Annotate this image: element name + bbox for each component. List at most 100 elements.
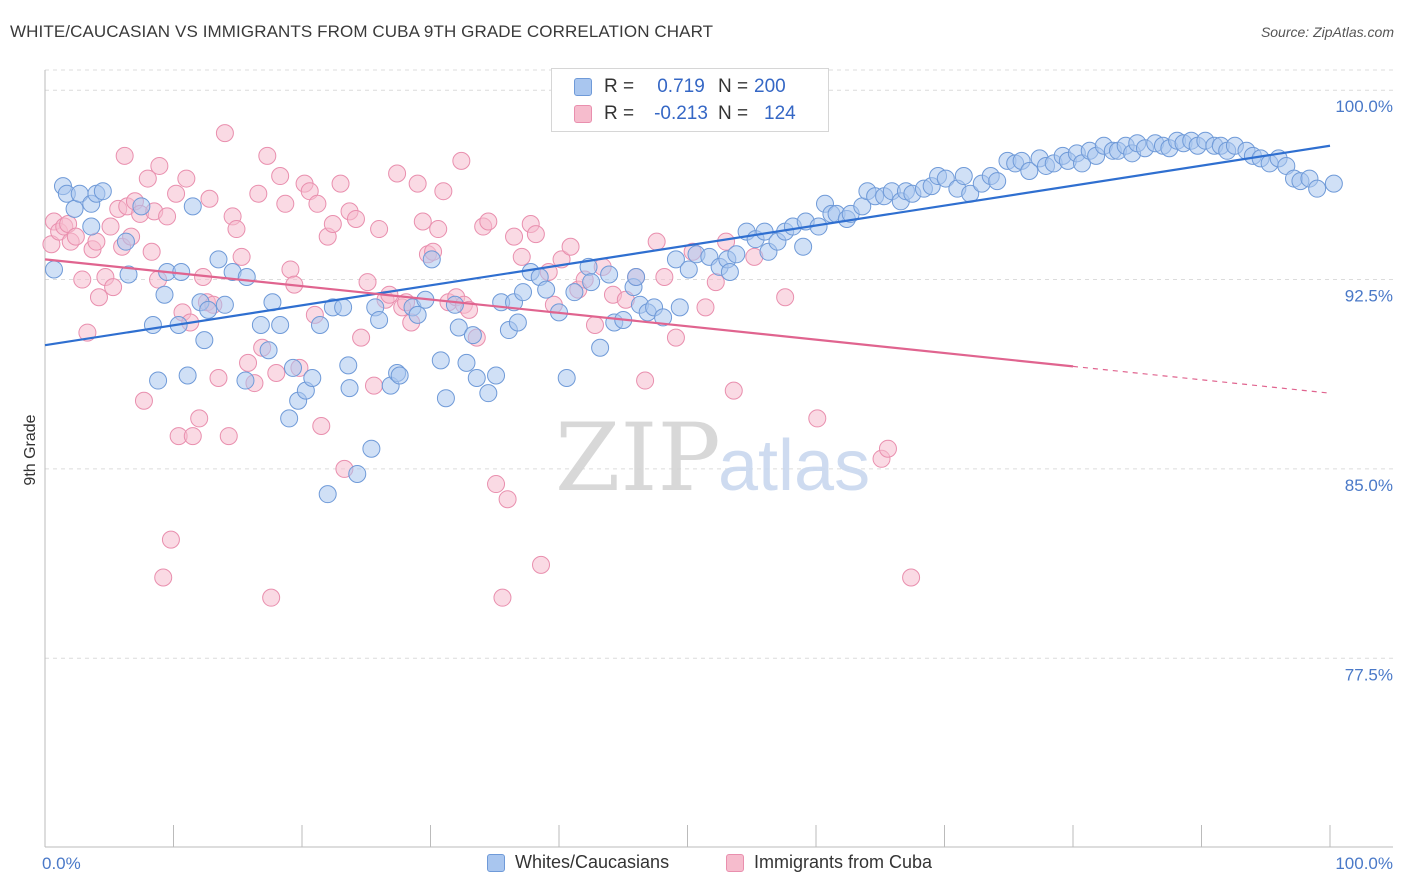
- legend-row-whites: R = 0.719 N = 200: [574, 75, 786, 99]
- white-point: [936, 169, 955, 188]
- white-point: [284, 358, 303, 377]
- white-point: [537, 280, 556, 299]
- legend-n-value: 124: [764, 103, 796, 124]
- cuba-point: [271, 167, 290, 186]
- cuba-point: [647, 232, 666, 251]
- cuba-point: [150, 156, 169, 175]
- white-point: [370, 310, 389, 329]
- legend-swatch-blue: [574, 78, 592, 96]
- cuba-point: [724, 381, 743, 400]
- white-point: [457, 353, 476, 372]
- white-point: [1324, 174, 1343, 193]
- cuba-point: [706, 273, 725, 292]
- white-point: [303, 369, 322, 388]
- cuba-point: [215, 124, 234, 143]
- white-point: [259, 341, 278, 360]
- white-point: [132, 197, 151, 216]
- cuba-point: [452, 151, 471, 170]
- white-point: [670, 298, 689, 317]
- cuba-point: [696, 298, 715, 317]
- white-point: [195, 331, 214, 350]
- cuba-point: [487, 475, 506, 494]
- cuba-point: [138, 169, 157, 188]
- white-point: [310, 316, 329, 334]
- legend-r-value: 0.719: [657, 76, 705, 97]
- white-point: [591, 338, 610, 357]
- cuba-point: [388, 164, 407, 183]
- cuba-point: [249, 184, 268, 203]
- cuba-point: [115, 146, 134, 165]
- white-point: [431, 351, 450, 370]
- white-point: [209, 250, 228, 269]
- cuba-point: [258, 146, 277, 165]
- cuba-point: [429, 220, 448, 239]
- cuba-point: [154, 568, 173, 587]
- legend-r-label: R =: [604, 76, 635, 97]
- white-point: [988, 172, 1007, 191]
- white-point: [654, 308, 673, 327]
- white-point: [65, 199, 84, 218]
- white-point: [436, 389, 455, 408]
- white-point: [627, 268, 646, 287]
- white-point: [280, 409, 299, 428]
- cuba-point: [512, 247, 531, 266]
- legend-swatch-blue: [487, 853, 505, 872]
- white-point: [720, 262, 739, 281]
- chart-title: WHITE/CAUCASIAN VS IMMIGRANTS FROM CUBA …: [10, 22, 714, 41]
- white-point: [487, 366, 506, 385]
- cuba-point: [232, 247, 251, 266]
- white-point: [251, 316, 270, 334]
- x-tick-label-min: 0.0%: [42, 854, 81, 873]
- cuba-point: [89, 288, 108, 307]
- cuba-point: [434, 182, 453, 201]
- cuba-point: [134, 391, 153, 410]
- white-point: [508, 313, 527, 332]
- cuba-point: [87, 232, 106, 251]
- white-point: [237, 268, 256, 287]
- cuba-point: [239, 353, 258, 372]
- series-legend-whites[interactable]: Whites/Caucasians: [487, 852, 669, 873]
- white-point: [1308, 179, 1327, 198]
- white-point: [82, 217, 101, 236]
- cuba-point: [183, 427, 202, 446]
- white-point: [339, 356, 358, 375]
- white-point: [44, 260, 63, 279]
- legend-r-value: -0.213: [654, 103, 708, 124]
- cuba-point: [655, 268, 674, 287]
- white-point: [557, 369, 576, 388]
- y-tick-label: 100.0%: [1335, 97, 1393, 116]
- legend-r-label: R =: [604, 103, 635, 124]
- white-point: [582, 273, 601, 292]
- white-point: [215, 295, 234, 314]
- white-point: [348, 464, 367, 483]
- white-point: [794, 237, 813, 256]
- cuba-point: [413, 212, 432, 231]
- cuba-point: [78, 323, 97, 342]
- series-legend-cuba[interactable]: Immigrants from Cuba: [726, 852, 932, 873]
- cuba-point: [636, 371, 655, 390]
- cuba-point: [666, 328, 685, 347]
- cuba-point: [505, 227, 524, 246]
- cuba-point: [532, 555, 551, 574]
- cuba-point: [262, 588, 281, 607]
- cuba-point: [479, 212, 498, 231]
- stats-legend: R = 0.719 N = 200 R = -0.213 N = 124: [551, 68, 829, 132]
- cuba-point: [902, 568, 921, 587]
- white-point: [467, 369, 486, 388]
- cuba-point: [364, 376, 383, 395]
- white-point: [727, 245, 746, 264]
- cuba-point: [561, 237, 580, 256]
- series-legend: Whites/Caucasians Immigrants from Cuba: [0, 852, 1406, 876]
- legend-swatch-pink: [726, 853, 744, 872]
- cuba-point: [190, 409, 209, 428]
- white-point: [362, 439, 381, 458]
- watermark: ZIP atlas: [555, 404, 870, 513]
- white-point: [1020, 161, 1039, 180]
- cuba-trend-line: [44, 258, 1074, 368]
- series-legend-cuba-label: Immigrants from Cuba: [754, 852, 933, 872]
- cuba-point: [276, 194, 295, 213]
- x-tick-label-max: 100.0%: [1335, 854, 1393, 873]
- cuba-point: [346, 209, 365, 228]
- series-legend-whites-label: Whites/Caucasians: [515, 852, 670, 872]
- cuba-point: [312, 416, 331, 435]
